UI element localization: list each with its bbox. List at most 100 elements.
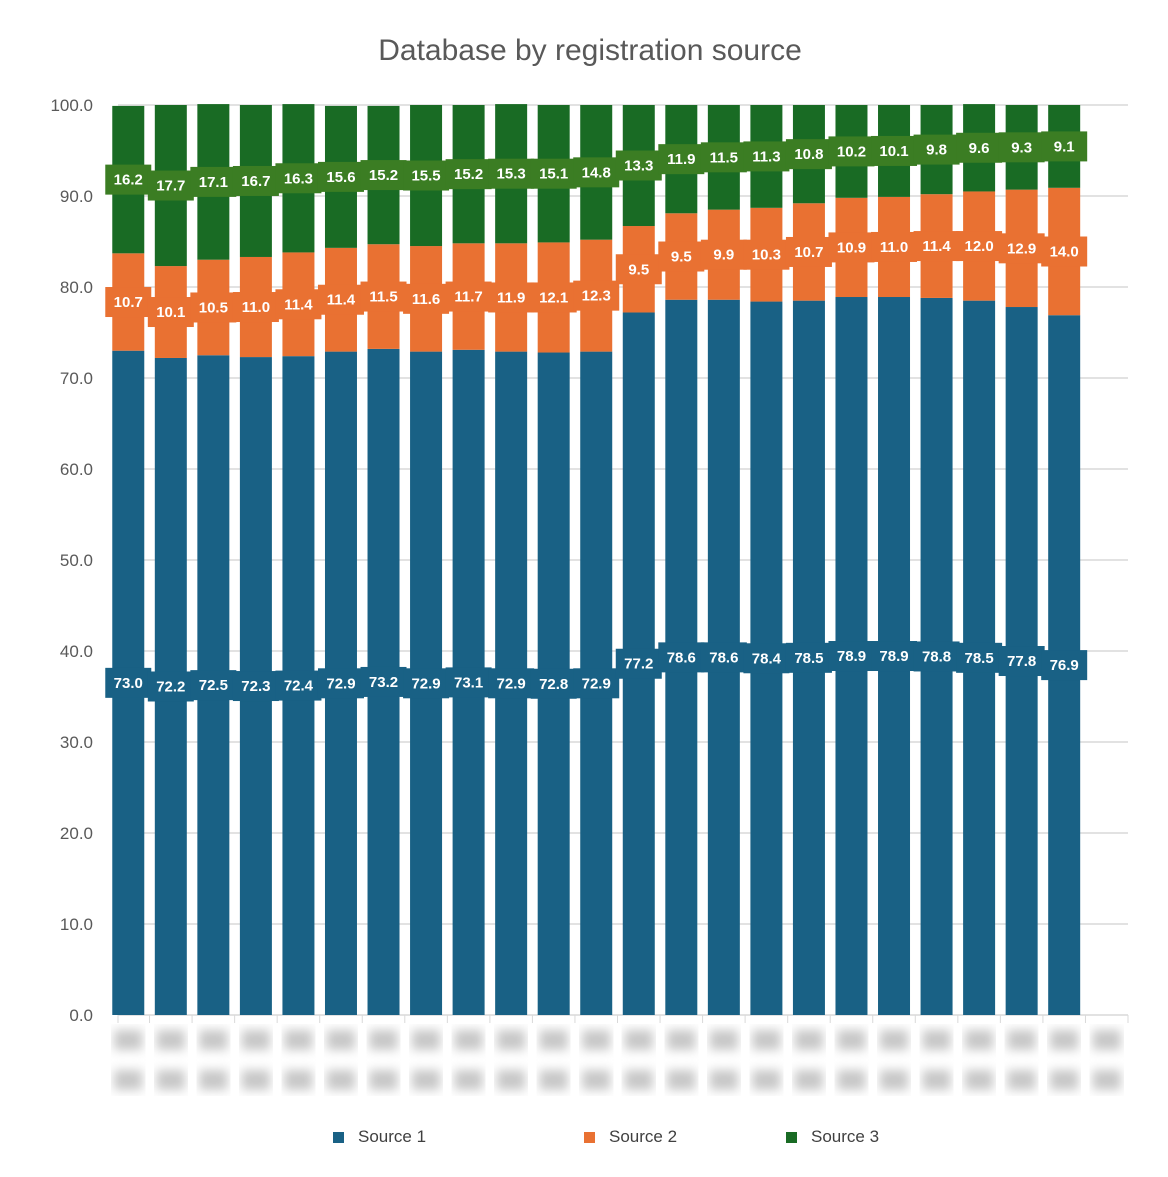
legend: Source 1 Source 2 Source 3: [0, 1127, 1168, 1149]
data-label-box: [360, 281, 407, 312]
data-label: 77.8: [1007, 653, 1036, 670]
data-label-box: [105, 667, 152, 698]
data-label-box: [360, 160, 407, 191]
x-tick-label-redacted: [837, 1030, 866, 1090]
chart-title: Database by registration source: [378, 34, 802, 67]
data-label-box: [913, 134, 960, 165]
data-label-box: [871, 135, 918, 166]
legend-item: Source 3: [786, 1127, 879, 1147]
legend-label: Source 3: [811, 1127, 880, 1146]
data-label: 9.5: [671, 249, 692, 266]
data-label: 12.9: [1007, 240, 1036, 257]
data-label-box: [190, 292, 237, 323]
data-label: 11.3: [752, 148, 780, 165]
data-label-box: [275, 163, 322, 194]
legend-swatch: [786, 1131, 797, 1143]
data-label: 11.0: [242, 299, 270, 316]
x-tick-label-redacted: [880, 1030, 909, 1090]
x-tick-label-redacted: [156, 1030, 185, 1090]
data-label-box: [785, 642, 832, 673]
data-label-box: [360, 666, 407, 697]
data-label: 15.2: [369, 167, 398, 184]
data-label-box: [743, 239, 790, 270]
data-label-box: [658, 642, 705, 673]
y-tick-label: 40.0: [60, 642, 93, 661]
data-label-box: [445, 667, 492, 698]
data-label: 78.6: [709, 649, 738, 666]
data-label: 10.8: [794, 146, 823, 163]
x-tick-label-redacted: [497, 1030, 526, 1090]
data-label-box: [403, 160, 450, 191]
data-label-box: [317, 668, 364, 699]
data-label: 13.3: [624, 158, 653, 175]
data-label-box: [1041, 650, 1088, 681]
legend-item: Source 1: [333, 1127, 426, 1147]
data-label-box: [190, 670, 237, 701]
x-tick-label-redacted: [114, 1030, 143, 1090]
y-tick-label: 70.0: [60, 369, 93, 388]
data-label-box: [615, 150, 662, 181]
x-tick-label-redacted: [326, 1030, 355, 1090]
data-label-box: [488, 668, 535, 699]
data-label-box: [275, 289, 322, 320]
data-label-box: [147, 297, 194, 328]
data-label-box: [956, 231, 1003, 262]
data-label: 72.9: [582, 675, 611, 692]
data-label: 10.3: [752, 247, 781, 264]
x-tick-label-redacted: [369, 1030, 398, 1090]
data-label: 11.5: [710, 149, 738, 166]
data-label: 11.9: [667, 151, 695, 168]
data-label-box: [105, 164, 152, 195]
data-label-box: [956, 132, 1003, 163]
data-label: 11.4: [284, 296, 313, 313]
data-label: 72.3: [241, 678, 270, 695]
data-label: 10.2: [837, 143, 866, 160]
x-tick-label-redacted: [624, 1030, 653, 1090]
data-label: 15.2: [454, 166, 483, 183]
data-label-box: [658, 144, 705, 175]
y-tick-label: 80.0: [60, 278, 93, 297]
legend-label: Source 2: [609, 1127, 678, 1146]
data-label-box: [871, 641, 918, 672]
data-label-box: [232, 165, 279, 196]
x-tick-label-redacted: [965, 1030, 994, 1090]
data-label-box: [445, 281, 492, 312]
data-label: 9.1: [1054, 138, 1075, 155]
data-label: 11.4: [922, 238, 951, 255]
data-label-box: [105, 287, 152, 318]
data-label: 11.0: [880, 239, 908, 256]
data-label-box: [700, 642, 747, 673]
data-label-box: [530, 668, 577, 699]
data-label: 76.9: [1050, 657, 1079, 674]
data-label: 16.3: [284, 170, 313, 187]
data-label-box: [1041, 236, 1088, 267]
data-label-box: [1041, 131, 1088, 162]
data-label: 12.0: [965, 238, 994, 255]
x-tick-label-redacted: [539, 1030, 568, 1090]
data-label-box: [700, 239, 747, 270]
x-tick-label-redacted: [582, 1030, 611, 1090]
data-label: 15.5: [411, 168, 440, 185]
data-label: 10.7: [794, 244, 823, 261]
data-label-box: [998, 132, 1045, 163]
data-label: 10.1: [879, 143, 908, 160]
x-tick-label-redacted: [1092, 1030, 1121, 1090]
data-label-box: [530, 158, 577, 189]
data-label: 11.9: [497, 289, 525, 306]
data-label-box: [785, 139, 832, 170]
data-label: 11.6: [412, 291, 440, 308]
data-label: 11.4: [327, 292, 356, 309]
x-tick-label-redacted: [752, 1030, 781, 1090]
data-label: 73.1: [454, 674, 483, 691]
data-label-box: [998, 233, 1045, 264]
data-label-box: [828, 136, 875, 167]
x-tick-label-redacted: [284, 1030, 313, 1090]
data-label-box: [828, 641, 875, 672]
x-tick-label-redacted: [667, 1030, 696, 1090]
data-label-box: [147, 170, 194, 201]
data-label-box: [445, 159, 492, 190]
data-label-box: [828, 232, 875, 263]
data-label: 72.4: [284, 678, 314, 695]
data-label: 73.2: [369, 674, 398, 691]
